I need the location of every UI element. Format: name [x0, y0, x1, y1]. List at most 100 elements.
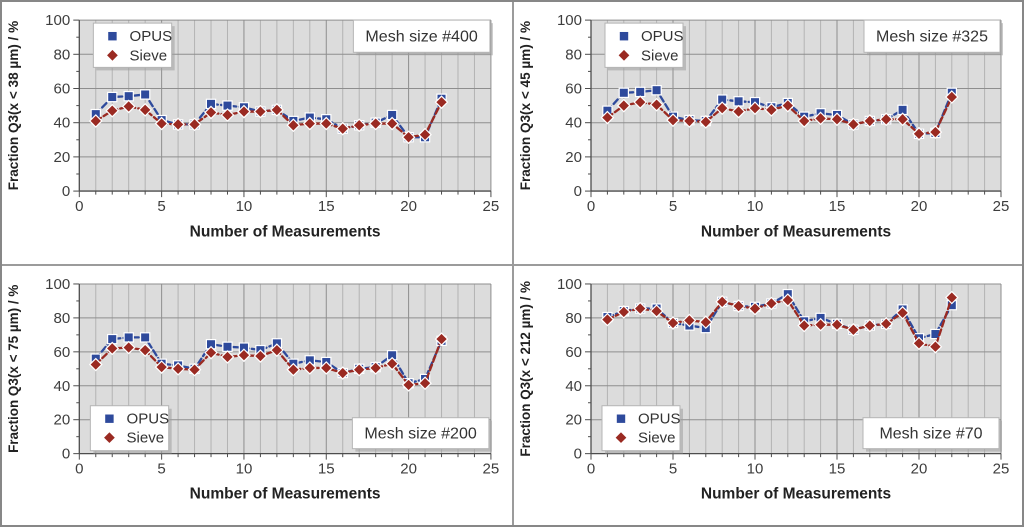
- svg-text:25: 25: [993, 198, 1010, 215]
- diamond-icon: [748, 301, 762, 315]
- diamond-icon: [731, 104, 746, 119]
- diamond-icon: [912, 336, 926, 350]
- diamond-icon: [846, 322, 861, 337]
- box-face: [604, 22, 684, 68]
- svg-text:40: 40: [54, 377, 71, 394]
- gridlines: [591, 19, 1002, 192]
- chart-title: Mesh size #70: [879, 425, 982, 442]
- diamond-icon: [944, 290, 959, 304]
- legend-label: Sieve: [130, 47, 168, 64]
- diamond-icon: [352, 118, 367, 133]
- diamond-icon: [698, 114, 713, 129]
- square-icon: [615, 412, 627, 424]
- diamond-icon: [748, 101, 762, 116]
- svg-text:20: 20: [565, 149, 582, 166]
- legend-label: OPUS: [126, 410, 169, 427]
- y-axis-title: Fraction Q3(x < 212 µm) / %: [518, 280, 533, 456]
- svg-text:5: 5: [157, 460, 165, 477]
- svg-text:100: 100: [557, 275, 582, 292]
- diamond-icon: [121, 99, 136, 114]
- chart-title: Mesh size #200: [364, 425, 476, 442]
- diamond-icon: [633, 301, 648, 315]
- diamond-icon: [302, 116, 317, 131]
- svg-text:0: 0: [75, 198, 83, 215]
- svg-text:60: 60: [54, 81, 71, 98]
- diamond-icon: [879, 316, 894, 331]
- diamond-icon: [401, 377, 416, 392]
- diamond-icon: [879, 112, 894, 127]
- diamond-icon: [237, 104, 251, 119]
- diamond-icon: [682, 114, 697, 128]
- diamond-icon: [154, 116, 169, 131]
- diamond-icon: [88, 114, 103, 128]
- diamond-icon: [649, 97, 664, 112]
- chart-title: Mesh size #400: [365, 28, 477, 46]
- diamond-icon: [335, 365, 350, 380]
- diamond-icon: [319, 116, 334, 131]
- axes: [73, 19, 492, 198]
- square-icon: [634, 86, 646, 98]
- tick-labels: 0 5 10 15 20 25 0 20 40 60 80 100: [557, 12, 1009, 215]
- svg-text:5: 5: [157, 198, 165, 215]
- series-sieve: [88, 95, 449, 145]
- diamond-icon: [895, 112, 910, 127]
- diamond-icon: [171, 361, 185, 376]
- diamond-icon: [171, 117, 185, 132]
- diamond-icon: [138, 102, 153, 117]
- chart-panel-mesh-70: 0 5 10 15 20 25 0 20 40 60 80 100 Number of Measurem…: [512, 263, 1022, 525]
- svg-text:100: 100: [45, 12, 70, 29]
- svg-text:20: 20: [911, 460, 928, 477]
- svg-text:20: 20: [400, 460, 417, 477]
- box-face: [863, 19, 1001, 53]
- square-icon: [123, 90, 134, 102]
- diamond-icon: [813, 111, 828, 126]
- chart-title: Mesh size #325: [876, 28, 988, 46]
- svg-text:40: 40: [565, 377, 582, 394]
- svg-text:80: 80: [565, 309, 582, 326]
- diamond-icon: [797, 318, 812, 332]
- svg-text:40: 40: [54, 115, 71, 132]
- diamond-icon: [666, 113, 680, 128]
- diamond-icon: [138, 342, 153, 357]
- svg-text:20: 20: [54, 149, 71, 166]
- x-axis-title: Number of Measurements: [190, 485, 381, 502]
- series-sieve: [88, 331, 449, 392]
- diamond-icon: [105, 341, 120, 355]
- diamond-icon: [666, 315, 680, 330]
- legend-label: OPUS: [638, 410, 680, 427]
- series-sieve: [600, 90, 959, 141]
- square-icon: [103, 412, 115, 424]
- box-face: [352, 19, 491, 53]
- svg-text:0: 0: [587, 198, 595, 215]
- x-axis-title: Number of Measurements: [190, 223, 381, 240]
- axis-titles: Number of Measurements Fraction Q3(x < 38…: [6, 21, 381, 240]
- square-icon: [733, 96, 744, 107]
- diamond-icon: [797, 114, 812, 128]
- diamond-icon: [253, 348, 268, 363]
- legend-label: Sieve: [638, 429, 675, 446]
- legend-label: OPUS: [130, 28, 173, 45]
- diamond-icon: [352, 362, 367, 376]
- chart-title-box: Mesh size #200: [351, 416, 492, 452]
- series-line: [606, 88, 953, 135]
- series-sieve: [600, 290, 959, 354]
- y-axis-title: Fraction Q3(x < 75 µm) / %: [6, 284, 21, 452]
- box-face: [862, 416, 1000, 449]
- svg-text:40: 40: [565, 115, 582, 132]
- square-icon: [651, 84, 662, 96]
- diamond-icon: [253, 104, 268, 119]
- svg-text:0: 0: [62, 183, 70, 200]
- diamond-icon: [862, 114, 877, 128]
- diamond-icon: [616, 48, 632, 63]
- diamond-icon: [302, 360, 317, 375]
- svg-text:60: 60: [565, 343, 582, 360]
- box-face: [92, 22, 173, 68]
- diamond-icon: [368, 116, 383, 131]
- svg-text:25: 25: [993, 460, 1010, 477]
- diamond-icon: [764, 102, 779, 117]
- svg-text:100: 100: [45, 275, 70, 292]
